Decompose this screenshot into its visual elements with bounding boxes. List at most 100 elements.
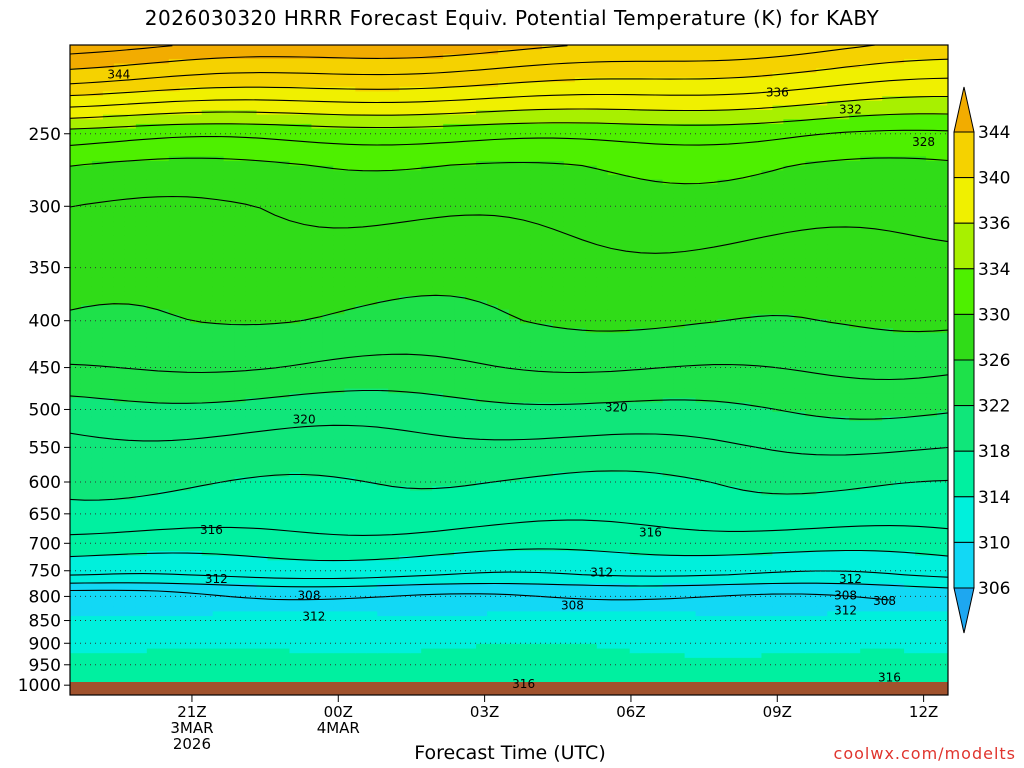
theta-cell [377, 77, 389, 83]
theta-cell [410, 509, 422, 515]
theta-cell [113, 318, 126, 325]
theta-cell [234, 258, 247, 264]
theta-cell [245, 226, 258, 232]
theta-cell [278, 184, 291, 190]
theta-cell [432, 518, 444, 524]
theta-cell [300, 458, 313, 464]
theta-cell [113, 188, 126, 195]
theta-cell [80, 490, 93, 496]
theta-cell [432, 513, 444, 520]
theta-cell [102, 500, 115, 506]
theta-cell [322, 170, 334, 176]
theta-cell [377, 518, 389, 524]
theta-cell [201, 351, 214, 357]
theta-cell [278, 216, 291, 223]
theta-cell [124, 569, 137, 575]
theta-cell [344, 500, 356, 506]
theta-cell [223, 379, 236, 385]
theta-cell [113, 332, 126, 339]
theta-cell [168, 305, 181, 311]
theta-cell [267, 165, 280, 171]
theta-cell [278, 68, 291, 74]
theta-cell [443, 439, 455, 445]
theta-cell [289, 509, 302, 515]
theta-cell [179, 253, 192, 260]
theta-cell [289, 68, 302, 74]
theta-cell [168, 495, 181, 501]
theta-cell [201, 123, 214, 130]
theta-cell [135, 667, 148, 673]
theta-cell [311, 244, 324, 250]
theta-cell [311, 328, 324, 334]
theta-cell [124, 328, 137, 334]
theta-cell [366, 58, 378, 65]
theta-cell [102, 592, 115, 599]
theta-cell [157, 592, 170, 599]
theta-cell [388, 342, 400, 348]
theta-cell [157, 142, 170, 148]
theta-cell [344, 560, 356, 566]
theta-cell [234, 383, 247, 390]
theta-cell [113, 435, 126, 441]
theta-cell [333, 226, 345, 232]
theta-cell [454, 425, 466, 431]
theta-cell [366, 295, 378, 301]
theta-cell [399, 170, 411, 176]
theta-cell [245, 170, 258, 176]
theta-cell [355, 351, 367, 357]
theta-cell [267, 286, 280, 292]
theta-cell [267, 235, 280, 241]
theta-cell [311, 249, 324, 255]
theta-cell [124, 267, 137, 274]
theta-cell [168, 513, 181, 520]
theta-cell [102, 402, 115, 408]
theta-cell [179, 439, 192, 445]
theta-cell [322, 448, 334, 455]
theta-cell [344, 574, 356, 580]
theta-cell [399, 226, 411, 232]
theta-cell [311, 351, 324, 357]
theta-cell [146, 226, 159, 232]
theta-cell [168, 374, 181, 380]
theta-cell [267, 82, 280, 88]
theta-cell [443, 448, 455, 455]
theta-cell [190, 676, 203, 682]
theta-cell [410, 565, 422, 571]
theta-cell [278, 476, 291, 483]
theta-cell [311, 105, 324, 111]
theta-cell [102, 281, 115, 288]
theta-cell [289, 165, 302, 171]
theta-cell [366, 630, 378, 636]
theta-cell [355, 462, 367, 469]
theta-cell [157, 472, 170, 478]
theta-cell [91, 490, 104, 496]
theta-cell [366, 198, 378, 204]
theta-cell [124, 133, 137, 139]
theta-cell [70, 346, 82, 353]
theta-cell [256, 383, 269, 390]
theta-cell [201, 272, 214, 278]
theta-cell [135, 49, 148, 55]
theta-cell [333, 639, 345, 645]
theta-cell [70, 123, 82, 130]
theta-cell [245, 63, 258, 69]
theta-cell [344, 175, 356, 181]
theta-cell [300, 634, 313, 640]
theta-cell [355, 314, 367, 320]
theta-cell [146, 458, 159, 464]
theta-cell [157, 523, 170, 529]
theta-cell [124, 198, 137, 204]
theta-cell [267, 439, 280, 445]
theta-cell [190, 397, 203, 404]
theta-cell [377, 588, 389, 594]
theta-cell [333, 328, 345, 334]
theta-cell [344, 425, 356, 431]
theta-cell [256, 142, 269, 148]
theta-cell [157, 518, 170, 524]
theta-cell [289, 337, 302, 343]
theta-cell [311, 518, 324, 524]
theta-cell [102, 416, 115, 422]
theta-cell [146, 592, 159, 599]
theta-cell [278, 676, 291, 682]
theta-cell [201, 388, 214, 394]
